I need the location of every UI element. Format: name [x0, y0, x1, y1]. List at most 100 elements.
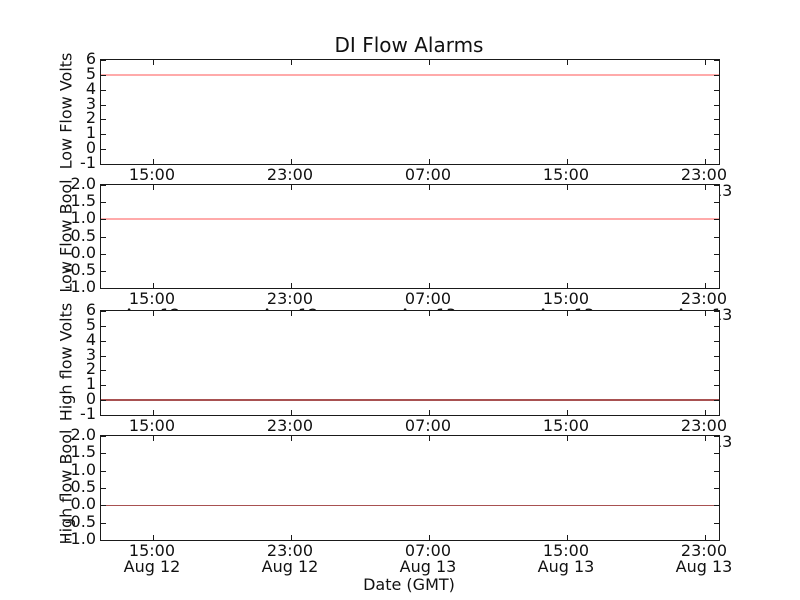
- y-axis-label-1: Low Flow Volts: [56, 52, 76, 170]
- y-tick-label: 1.5: [70, 442, 96, 462]
- y-tick-right-1: [714, 60, 719, 61]
- y-tick-left-6: [101, 270, 106, 272]
- y-tick-label: 1: [85, 123, 96, 143]
- y-tick-label: 1.0: [70, 459, 96, 479]
- x-tick-top-5: [705, 311, 706, 316]
- y-tick-left-1: [101, 311, 106, 312]
- y-tick-right-7: [714, 288, 719, 289]
- x-tick-top-2: [291, 185, 292, 190]
- x-tick-time: 07:00: [404, 288, 452, 308]
- y-tick-left-5: [101, 505, 106, 507]
- x-tick-time: 23:00: [680, 540, 728, 560]
- y-tick-left-1: [101, 436, 106, 437]
- y-tick-label: -0.5: [64, 511, 96, 531]
- y-tick-right-4: [714, 236, 719, 238]
- y-tick-left-2: [101, 202, 106, 204]
- y-tick-right-5: [714, 119, 719, 121]
- y-tick-left-7: [101, 540, 106, 541]
- y-tick-left-4: [101, 236, 106, 238]
- x-tick-time: 15:00: [542, 164, 590, 184]
- x-tick-date: Aug 13: [399, 556, 457, 576]
- y-tick-label: -1: [80, 404, 96, 423]
- x-tick-top-4: [567, 311, 568, 316]
- y-tick-right-3: [714, 219, 719, 221]
- x-tick-top-5: [705, 60, 706, 65]
- y-tick-right-5: [714, 253, 719, 255]
- y-tick-right-3: [714, 89, 719, 91]
- x-tick-time: 23:00: [680, 288, 728, 308]
- x-tick-time: 15:00: [542, 288, 590, 308]
- x-tick-bottom-1: [153, 283, 154, 288]
- y-tick-left-8: [101, 164, 106, 165]
- y-tick-label: 0.0: [70, 242, 96, 262]
- y-tick-right-8: [714, 415, 719, 416]
- plot-area-4: [100, 435, 720, 541]
- x-tick-date: Aug 13: [675, 556, 733, 576]
- y-tick-label: 0.5: [70, 477, 96, 496]
- y-axis-label-4: High flow Bool: [56, 429, 76, 545]
- y-tick-right-2: [714, 325, 719, 327]
- plot-area-1: [100, 59, 720, 165]
- y-tick-right-6: [714, 134, 719, 136]
- y-tick-right-7: [714, 149, 719, 151]
- x-tick-date: Aug 12: [261, 556, 319, 576]
- y-tick-right-6: [714, 522, 719, 524]
- y-tick-label: 2: [85, 108, 96, 128]
- x-tick-top-1: [153, 436, 154, 441]
- x-tick-bottom-1: [153, 410, 154, 415]
- y-tick-left-4: [101, 104, 106, 106]
- y-tick-left-2: [101, 74, 106, 76]
- y-tick-right-1: [714, 436, 719, 437]
- y-tick-right-5: [714, 370, 719, 372]
- y-tick-label: 0: [85, 138, 96, 158]
- y-tick-label: 4: [85, 78, 96, 98]
- y-tick-right-4: [714, 355, 719, 357]
- y-tick-label: 1.0: [70, 208, 96, 228]
- x-tick-time: 15:00: [128, 288, 176, 308]
- y-tick-label: 2.0: [70, 425, 96, 444]
- y-tick-right-2: [714, 202, 719, 204]
- y-tick-left-3: [101, 219, 106, 221]
- y-tick-label: 3: [85, 93, 96, 113]
- y-tick-left-3: [101, 89, 106, 91]
- y-tick-right-2: [714, 74, 719, 76]
- y-tick-left-6: [101, 134, 106, 136]
- x-tick-top-3: [429, 60, 430, 65]
- y-tick-left-7: [101, 400, 106, 402]
- x-tick-top-3: [429, 185, 430, 190]
- y-tick-label: 2: [85, 359, 96, 379]
- x-tick-bottom-4: [567, 535, 568, 540]
- y-tick-label: 4: [85, 329, 96, 349]
- x-tick-date: Aug 12: [123, 556, 181, 576]
- y-tick-left-6: [101, 385, 106, 387]
- y-tick-left-4: [101, 488, 106, 489]
- x-axis-label: Date (GMT): [363, 575, 455, 594]
- x-tick-top-4: [567, 185, 568, 190]
- y-axis-label-3: High flow Volts: [56, 302, 76, 422]
- x-tick-top-1: [153, 311, 154, 316]
- x-tick-time: 23:00: [680, 164, 728, 184]
- y-tick-right-3: [714, 470, 719, 472]
- x-tick-time: 23:00: [266, 415, 314, 435]
- y-tick-label: -1: [80, 153, 96, 172]
- plot-area-2: [100, 184, 720, 289]
- y-tick-right-4: [714, 104, 719, 106]
- y-tick-label: 0.0: [70, 494, 96, 514]
- x-tick-bottom-2: [291, 535, 292, 540]
- x-tick-time: 15:00: [542, 540, 590, 560]
- plot-area-3: [100, 310, 720, 416]
- x-tick-bottom-4: [567, 410, 568, 415]
- y-tick-label: -1.0: [64, 277, 96, 296]
- y-tick-left-1: [101, 60, 106, 61]
- y-tick-right-1: [714, 311, 719, 312]
- y-tick-left-5: [101, 119, 106, 121]
- x-tick-time: 15:00: [128, 164, 176, 184]
- series-line-4: [101, 504, 719, 507]
- x-tick-time: 07:00: [404, 415, 452, 435]
- y-tick-label: 1.5: [70, 191, 96, 211]
- x-tick-bottom-2: [291, 283, 292, 288]
- y-tick-left-8: [101, 415, 106, 416]
